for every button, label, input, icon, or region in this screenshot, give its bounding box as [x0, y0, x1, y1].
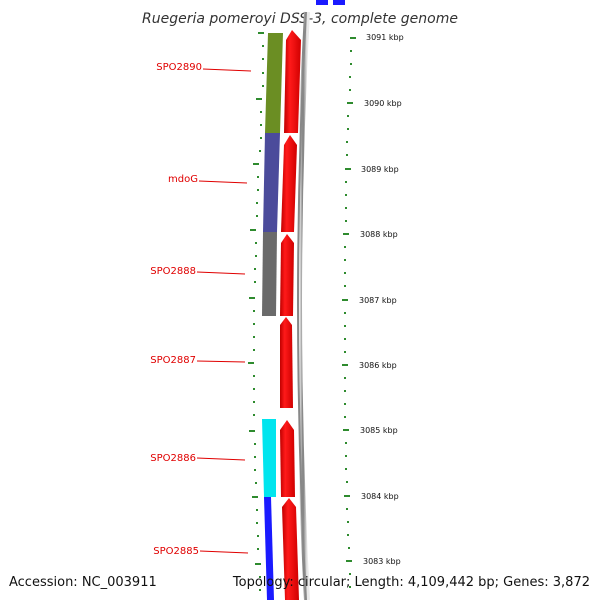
cds-arrow-spo2886 — [280, 420, 295, 497]
scale-label: 3083 kbp — [363, 557, 401, 566]
outer-tick-ruler — [342, 37, 356, 588]
gene-label-spo2886[interactable]: SPO2886 — [150, 453, 196, 464]
gene-label-spo2887[interactable]: SPO2887 — [150, 355, 196, 366]
scale-label: 3091 kbp — [366, 33, 404, 42]
cds-arrow-spo2887 — [280, 317, 293, 408]
scale-label: 3084 kbp — [361, 492, 399, 501]
gene-label-spo2888[interactable]: SPO2888 — [150, 266, 196, 277]
scale-label: 3087 kbp — [359, 296, 397, 305]
scale-label: 3090 kbp — [364, 99, 402, 108]
feature-above-2 — [333, 0, 345, 5]
scale-label: 3088 kbp — [360, 230, 398, 239]
cog-block-cyan — [262, 419, 276, 497]
gene-leader-lines — [196, 68, 252, 554]
gene-label-spo2885[interactable]: SPO2885 — [153, 546, 199, 557]
gene-label-mdog[interactable]: mdoG — [168, 174, 198, 185]
inner-tick-ruler — [248, 32, 264, 591]
scale-label: 3089 kbp — [361, 165, 399, 174]
topology-text: Topology: circular; Length: 4,109,442 bp… — [232, 575, 590, 590]
scale-label: 3086 kbp — [359, 361, 397, 370]
cds-arrow-spo2888 — [280, 234, 294, 316]
feature-above-1 — [316, 0, 328, 5]
genome-backbone-core — [297, 11, 307, 600]
cog-block-gray — [262, 232, 277, 316]
genome-backbone — [296, 11, 310, 600]
cog-block-olive — [265, 33, 283, 133]
cds-arrow-spo2885 — [282, 498, 299, 600]
cds-arrow-spo2890 — [284, 30, 301, 133]
map-title: Ruegeria pomeroyi DSS-3, complete genome — [142, 11, 458, 27]
cds-arrow-mdog — [281, 135, 297, 232]
accession-text: Accession: NC_003911 — [9, 575, 157, 590]
cog-block-slate — [263, 133, 280, 232]
gene-label-spo2890[interactable]: SPO2890 — [156, 62, 202, 73]
cog-block-blue — [264, 497, 274, 600]
scale-label: 3085 kbp — [360, 426, 398, 435]
